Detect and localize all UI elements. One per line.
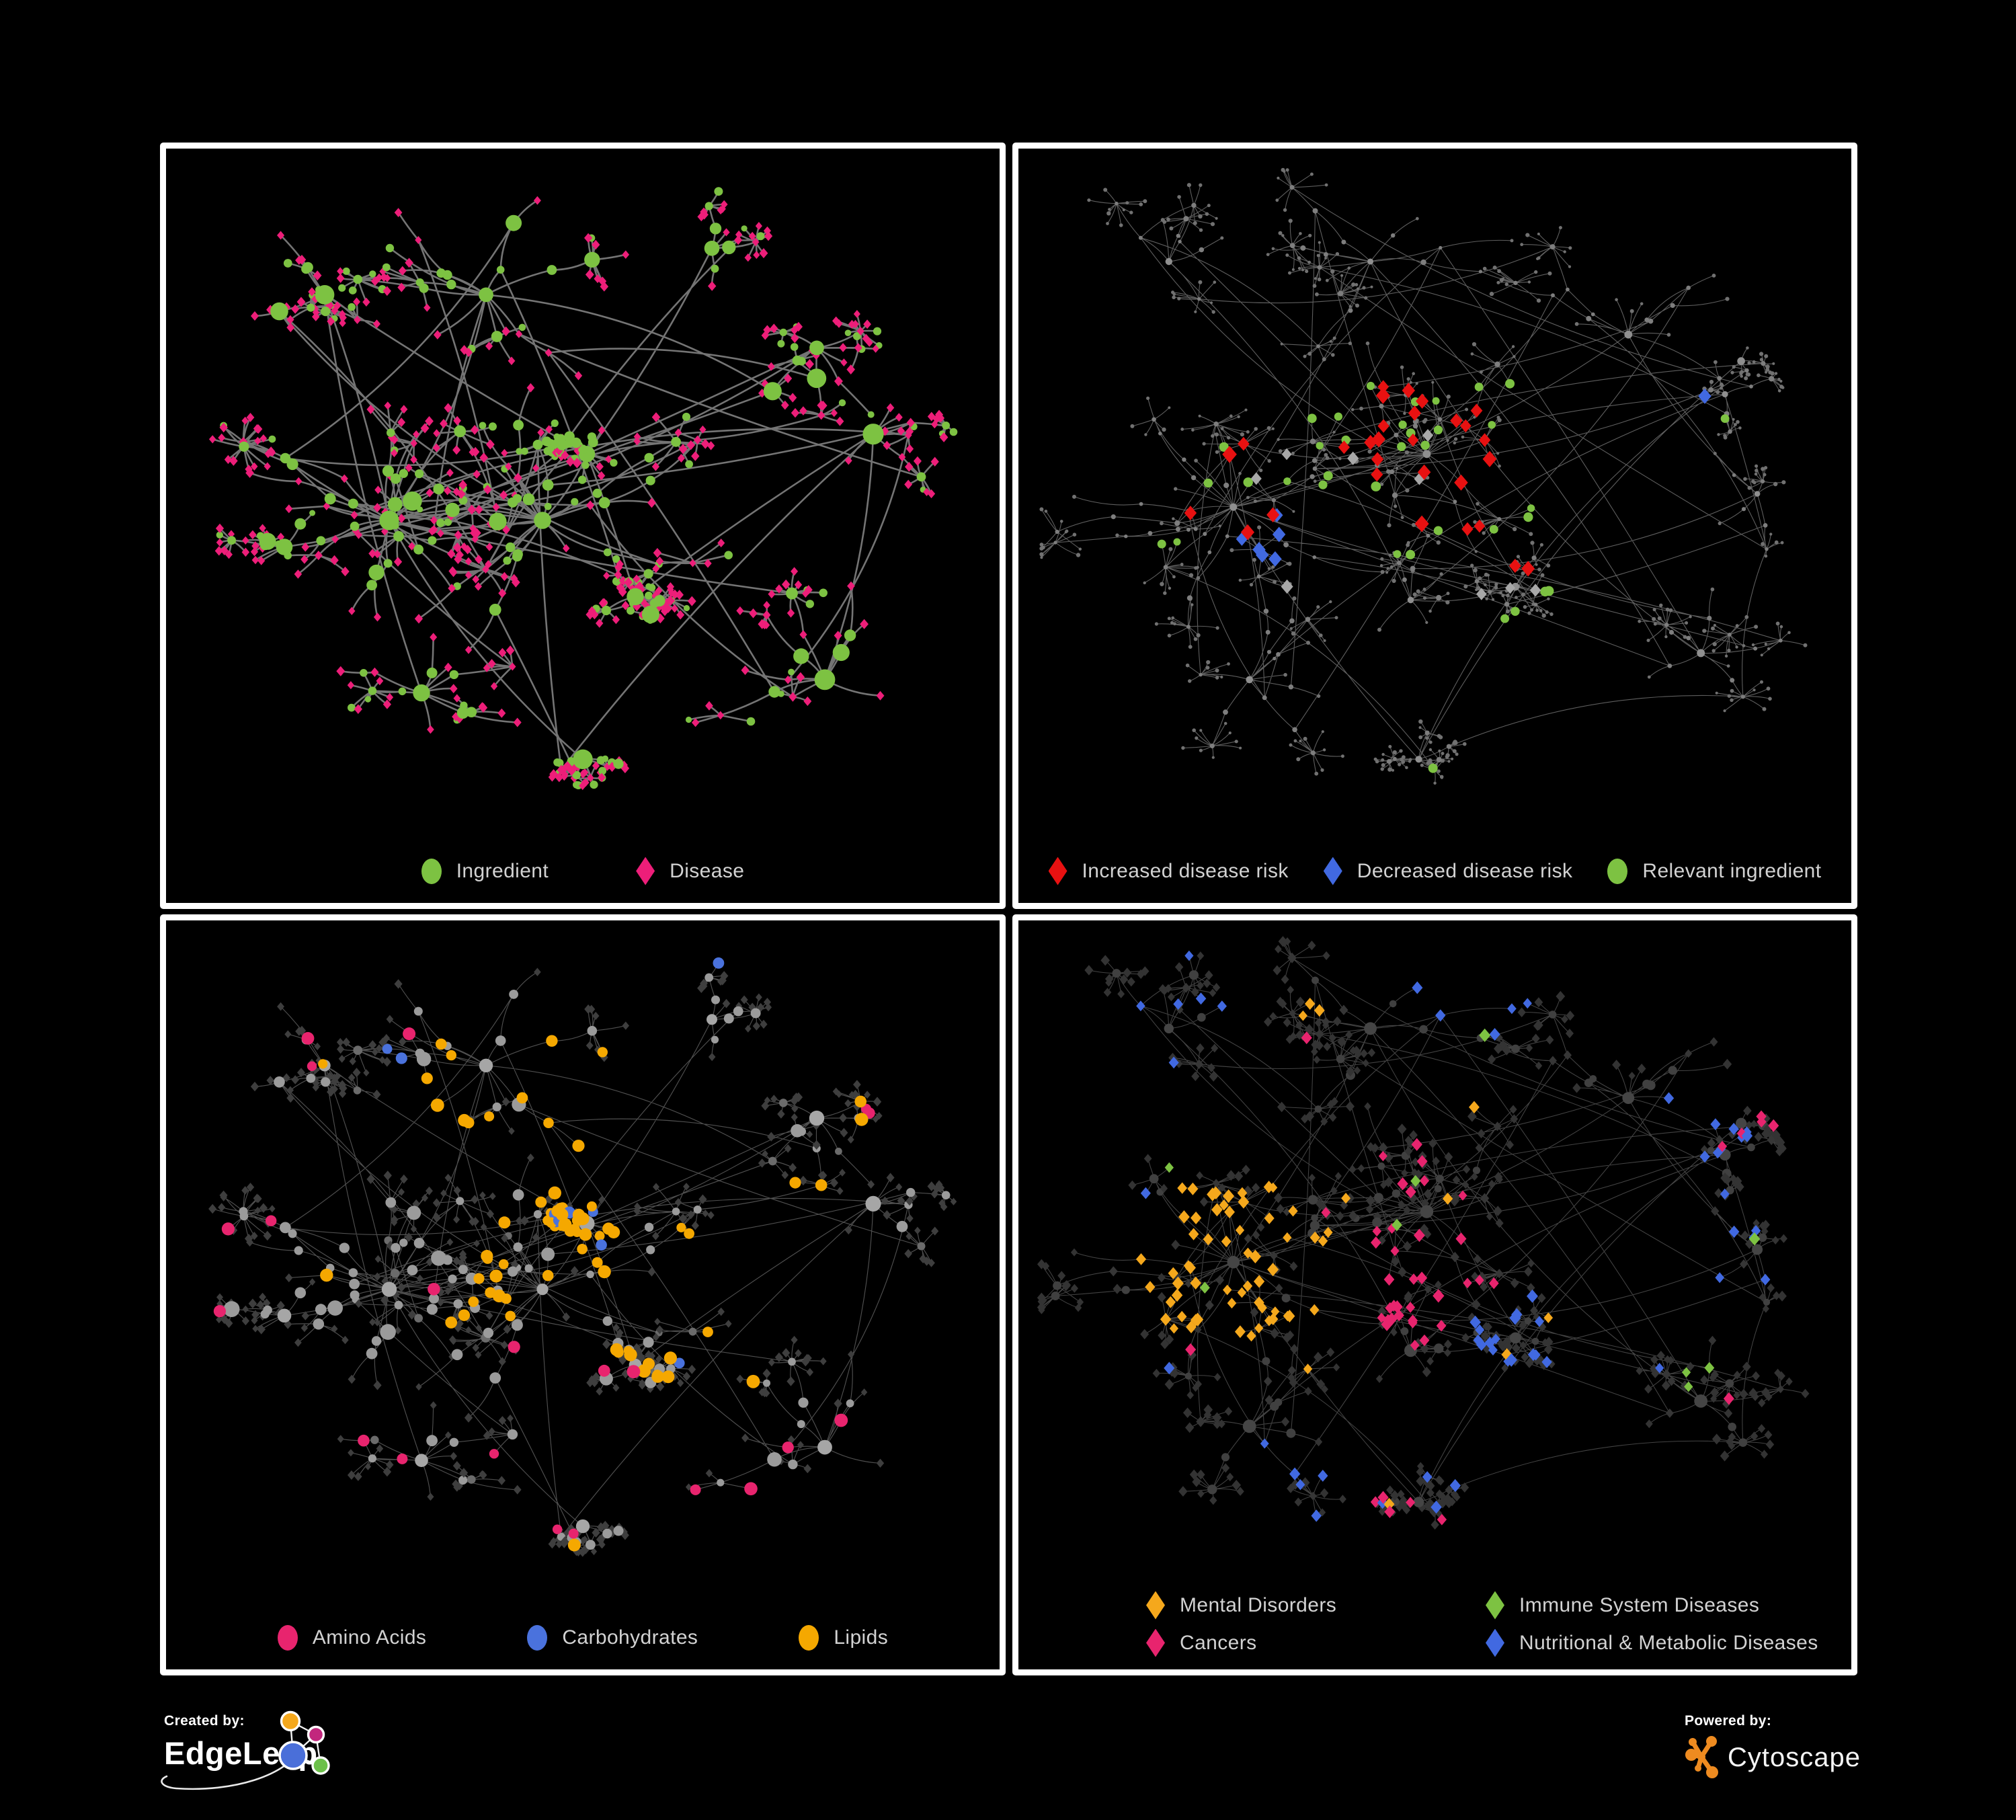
cytoscape-wordmark: Cytoscape xyxy=(1728,1742,1861,1772)
disease-diamond-icon xyxy=(636,857,655,885)
panel-disease-categories: Mental Disorders Immune System Diseases … xyxy=(1012,914,1857,1675)
legend-item: Relevant ingredient xyxy=(1607,858,1822,884)
legend-label: Nutritional & Metabolic Diseases xyxy=(1519,1631,1818,1654)
legend-item: Mental Disorders xyxy=(1146,1591,1486,1620)
legend-item: Decreased disease risk xyxy=(1323,857,1573,885)
legend-macronutrients: Amino Acids Carbohydrates Lipids xyxy=(166,1606,1000,1669)
legend-item: Ingredient xyxy=(421,858,549,884)
legend-label: Decreased disease risk xyxy=(1357,859,1573,882)
network-graph-ingredient-disease xyxy=(208,187,958,791)
legend-item: Carbohydrates xyxy=(527,1624,698,1651)
legend-label: Cancers xyxy=(1180,1631,1257,1654)
legend-disease-categories: Mental Disorders Immune System Diseases … xyxy=(1146,1579,1851,1669)
legend-label: Increased disease risk xyxy=(1082,859,1289,882)
powered-by-label: Powered by: xyxy=(1685,1713,1772,1729)
panel-ingredient-disease: Ingredient Disease xyxy=(160,143,1006,909)
cancers-diamond-icon xyxy=(1146,1628,1165,1657)
legend-item: Lipids xyxy=(799,1624,889,1651)
ingredient-circle-icon xyxy=(421,858,442,884)
legend-disease-risk: Increased disease risk Decreased disease… xyxy=(1018,839,1851,903)
network-graph-disease-risk xyxy=(1039,167,1808,785)
legend-item: Disease xyxy=(636,857,744,885)
carbohydrates-circle-icon xyxy=(527,1624,548,1651)
panel-disease-risk: Increased disease risk Decreased disease… xyxy=(1012,143,1857,909)
mental-disorders-diamond-icon xyxy=(1146,1591,1165,1620)
legend-item: Amino Acids xyxy=(277,1624,427,1651)
legend-label: Immune System Diseases xyxy=(1519,1593,1760,1616)
created-by-label: Created by: xyxy=(164,1713,245,1729)
immune-system-diamond-icon xyxy=(1486,1591,1504,1620)
legend-label: Ingredient xyxy=(456,859,549,882)
cytoscape-branding: Powered by: Cytoscape xyxy=(1685,1713,1873,1801)
panel-macronutrients: Amino Acids Carbohydrates Lipids xyxy=(160,914,1006,1675)
legend-ingredient-disease: Ingredient Disease xyxy=(166,839,1000,903)
decreased-risk-diamond-icon xyxy=(1323,857,1342,885)
legend-label: Mental Disorders xyxy=(1180,1593,1337,1616)
edgeleap-branding: Created by: EdgeLeap xyxy=(161,1710,366,1801)
network-graph-disease-categories xyxy=(1037,936,1810,1530)
legend-item: Immune System Diseases xyxy=(1486,1591,1851,1620)
legend-label: Carbohydrates xyxy=(562,1626,698,1649)
legend-label: Amino Acids xyxy=(312,1626,427,1649)
cytoscape-logo-icon xyxy=(1685,1736,1718,1778)
legend-label: Disease xyxy=(670,859,745,882)
edgeleap-network-logo-icon xyxy=(278,1710,330,1775)
legend-label: Lipids xyxy=(834,1626,889,1649)
legend-item: Cancers xyxy=(1146,1628,1486,1657)
nutritional-metabolic-diamond-icon xyxy=(1486,1628,1504,1657)
legend-item: Increased disease risk xyxy=(1048,857,1289,885)
amino-acids-circle-icon xyxy=(277,1624,298,1651)
relevant-ingredient-circle-icon xyxy=(1607,858,1628,884)
legend-item: Nutritional & Metabolic Diseases xyxy=(1486,1628,1851,1657)
increased-risk-diamond-icon xyxy=(1048,857,1067,885)
lipids-circle-icon xyxy=(799,1624,819,1651)
network-graph-macronutrients xyxy=(208,957,957,1557)
legend-label: Relevant ingredient xyxy=(1642,859,1822,882)
